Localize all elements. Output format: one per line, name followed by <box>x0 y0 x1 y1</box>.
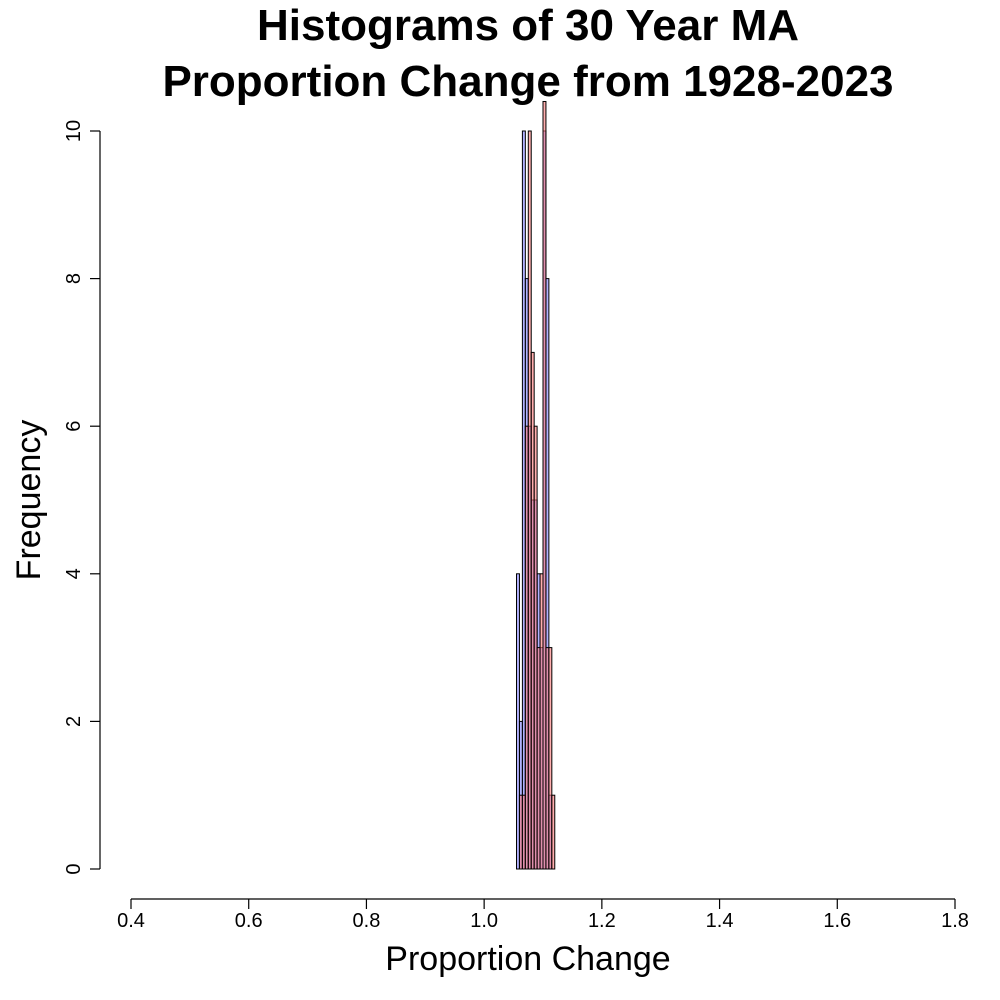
histogram-bar-series-1-bin-10 <box>548 647 553 870</box>
histogram-bar-series-1-bin-11 <box>551 794 556 870</box>
histogram-bars <box>516 100 556 870</box>
y-tick-label: 2 <box>63 716 85 727</box>
x-axis-label: Proportion Change <box>385 940 670 978</box>
x-tick-label: 1.2 <box>588 910 616 932</box>
x-axis-ticks: 0.4 0.6 0.8 1.0 1.2 1.4 1.6 1.8 <box>117 899 969 932</box>
x-tick-label: 1.6 <box>823 910 851 932</box>
chart-title-line-1: Histograms of 30 Year MA <box>257 1 799 50</box>
y-axis-label: Frequency <box>10 420 48 581</box>
x-tick-label: 0.8 <box>353 910 381 932</box>
y-tick-label: 0 <box>63 863 85 874</box>
histogram-bar-series-1-bin-8 <box>542 100 547 870</box>
y-tick-label: 4 <box>63 568 85 579</box>
x-tick-label: 0.6 <box>235 910 263 932</box>
x-tick-label: 1.4 <box>706 910 734 932</box>
x-tick-label: 1.8 <box>941 910 969 932</box>
x-tick-label: 0.4 <box>117 910 145 932</box>
x-tick-label: 1.0 <box>470 910 498 932</box>
y-axis-ticks: 0 2 4 6 8 10 <box>63 120 100 875</box>
chart-title-line-2: Proportion Change from 1928-2023 <box>162 57 893 106</box>
y-tick-label: 6 <box>63 421 85 432</box>
y-tick-label: 10 <box>63 120 85 142</box>
y-tick-label: 8 <box>63 273 85 284</box>
